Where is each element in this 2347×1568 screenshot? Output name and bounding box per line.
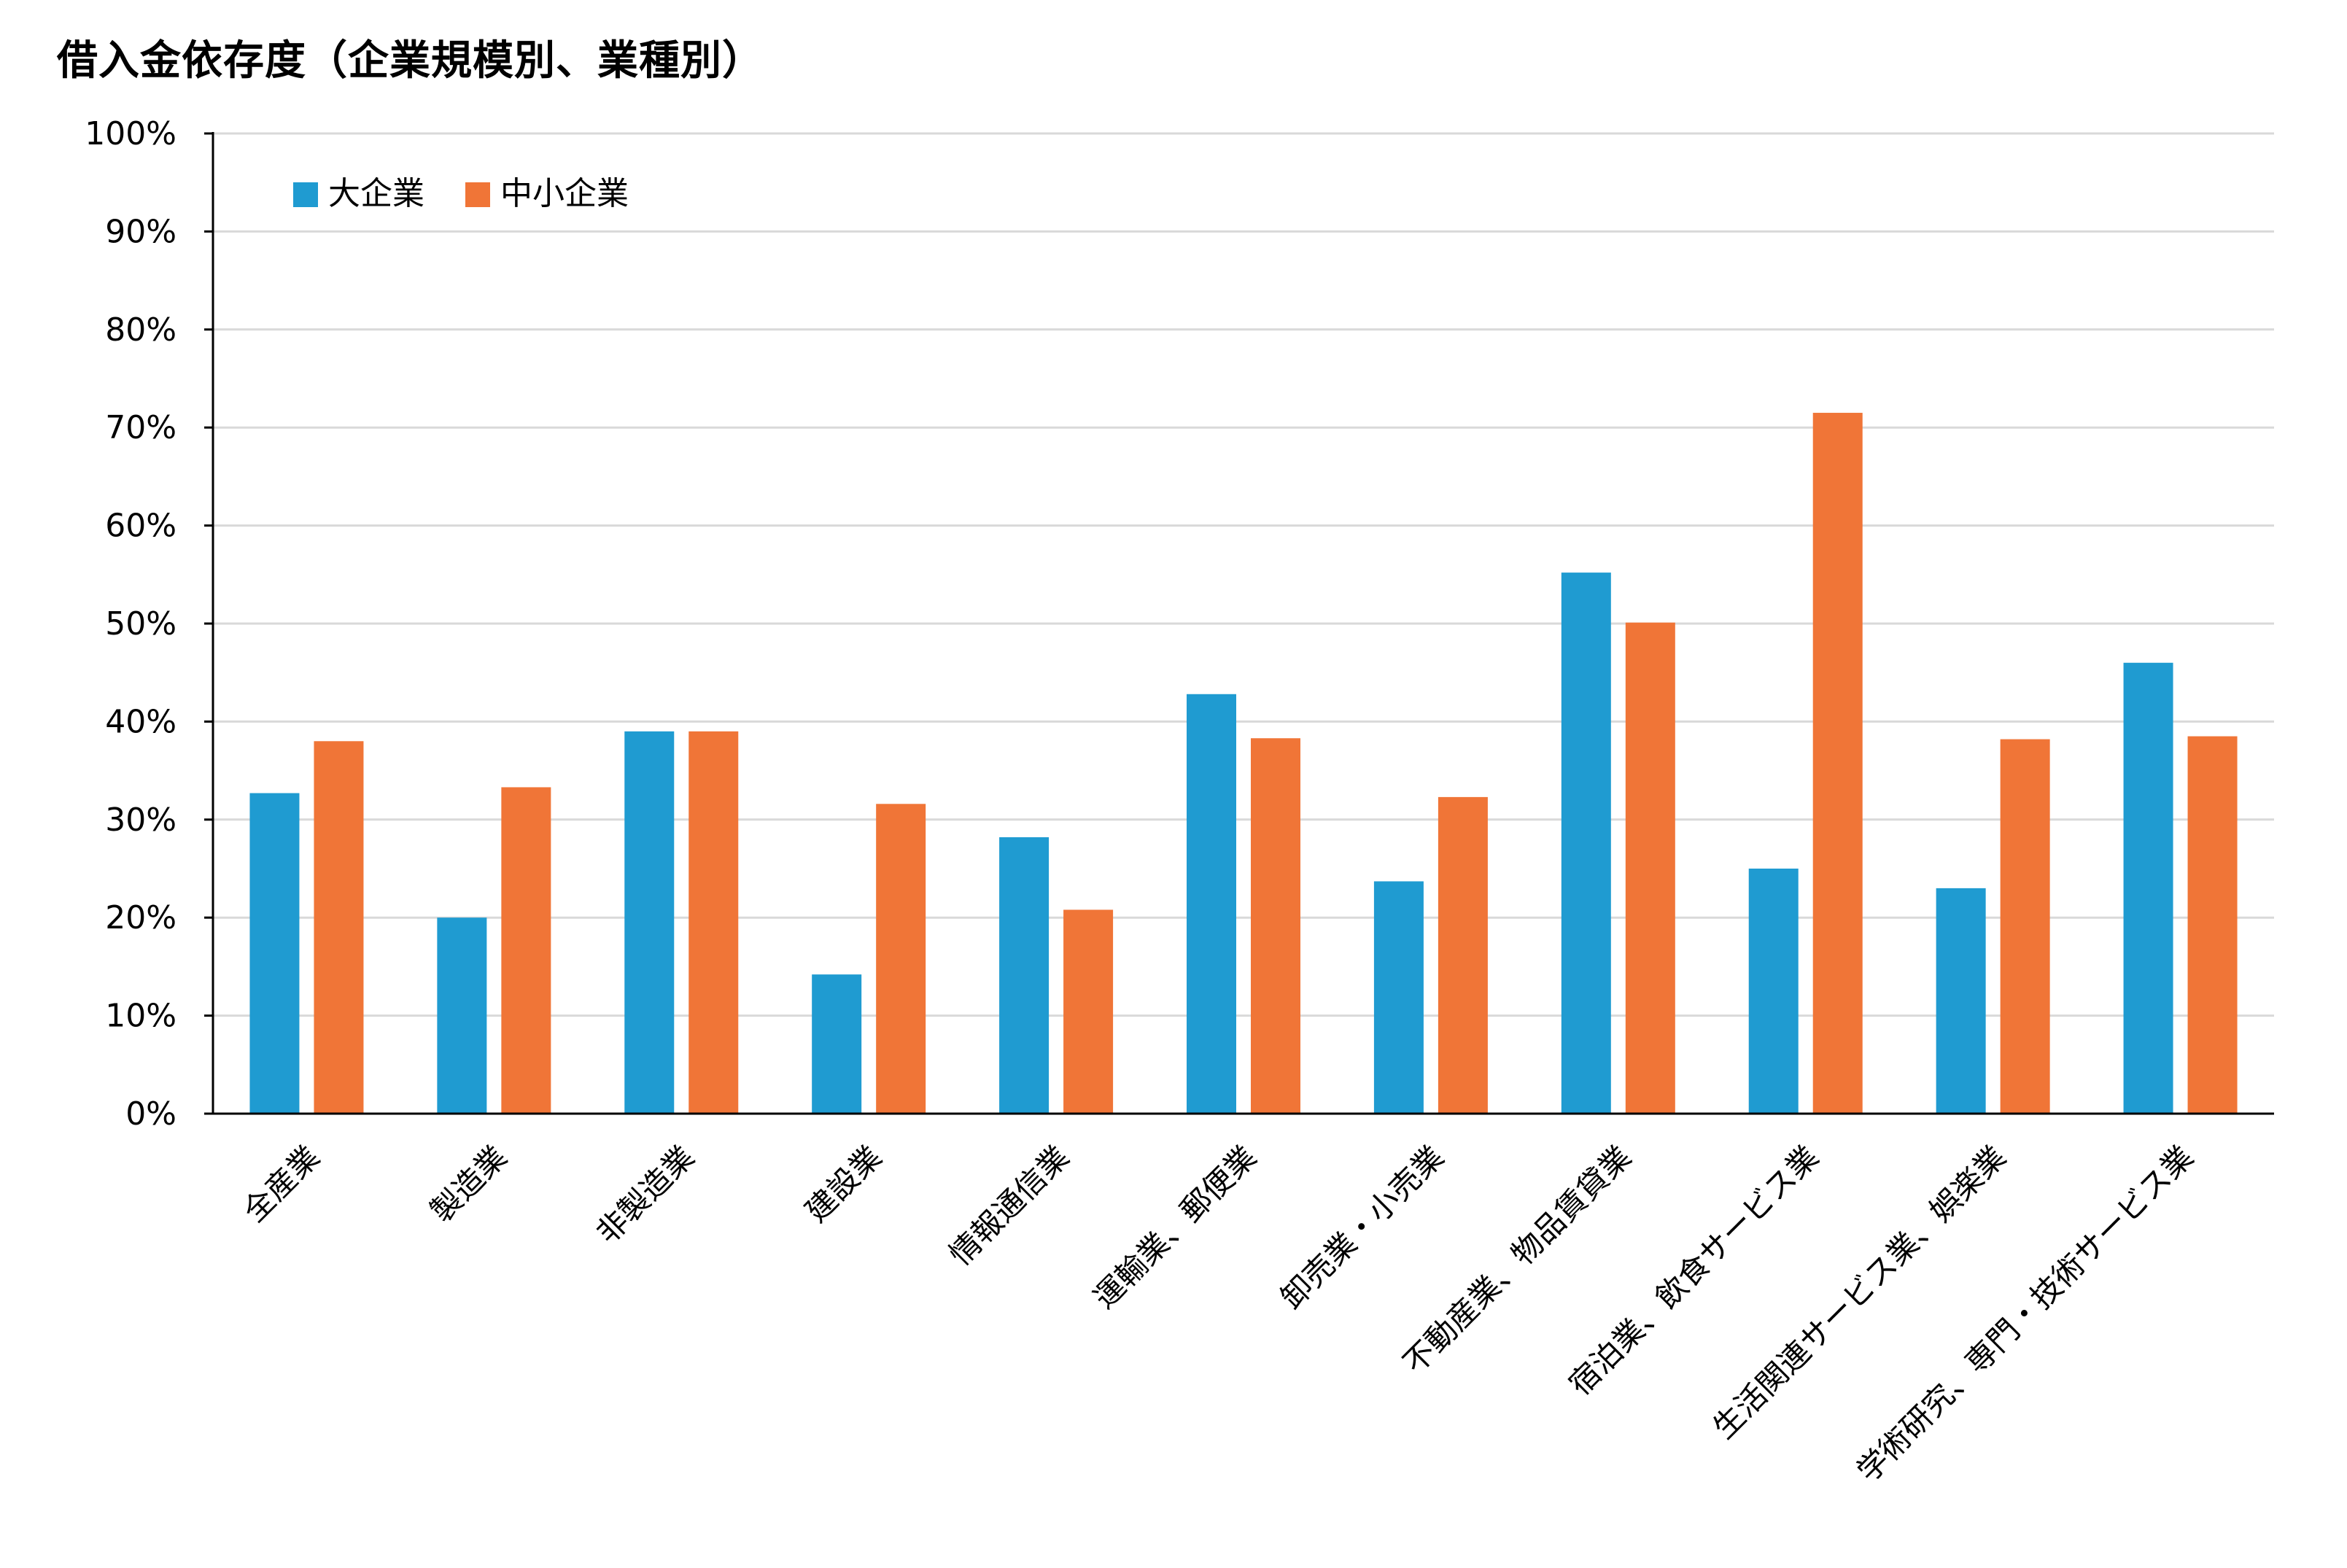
- bar-large-enterprise: 大企業 全産業 32.7%: [249, 793, 300, 1114]
- bar-large-enterprise: 大企業 製造業 20%: [437, 917, 487, 1114]
- legend-label: 中小企業: [500, 175, 629, 212]
- bar-large-enterprise: 大企業 情報通信業 28.2%: [999, 837, 1050, 1114]
- legend-swatch: [293, 182, 318, 207]
- bar-sme: 中小企業 非製造業 39%: [688, 731, 739, 1114]
- x-tick-label: 非製造業: [589, 1138, 701, 1250]
- y-tick-label: 70%: [105, 409, 176, 446]
- y-tick-label: 30%: [105, 802, 176, 839]
- legend-swatch: [465, 182, 490, 207]
- y-tick-label: 60%: [105, 508, 176, 545]
- x-tick-label: 製造業: [424, 1138, 514, 1229]
- bar-large-enterprise: 大企業 非製造業 39%: [624, 731, 675, 1114]
- bar-sme: 中小企業 不動産業、物品賃貸業 50.1%: [1625, 622, 1675, 1114]
- bar-sme: 中小企業 学術研究、専門・技術サービス業 38.5%: [2187, 736, 2238, 1114]
- x-tick-label: 全産業: [236, 1138, 327, 1229]
- bar-sme: 中小企業 全産業 38%: [314, 741, 364, 1114]
- y-tick-label: 100%: [85, 115, 176, 152]
- y-tick-label: 80%: [105, 311, 176, 349]
- bar-large-enterprise: 大企業 卸売業・小売業 23.7%: [1373, 881, 1424, 1114]
- y-tick-label: 90%: [105, 213, 176, 250]
- bar-sme: 中小企業 運輸業、郵便業 38.3%: [1251, 738, 1300, 1114]
- bar-sme: 中小企業 建設業 31.6%: [876, 804, 926, 1114]
- x-tick-label: 情報通信業: [942, 1138, 1076, 1272]
- y-tick-label: 20%: [105, 899, 176, 936]
- bar-large-enterprise: 大企業 宿泊業、飲食サービス業 25%: [1748, 869, 1799, 1114]
- bar-large-enterprise: 大企業 運輸業、郵便業 42.8%: [1187, 694, 1236, 1114]
- bar-large-enterprise: 大企業 学術研究、専門・技術サービス業 46%: [2123, 662, 2173, 1114]
- chart-title: 借入金依存度（企業規模別、業種別）: [57, 37, 764, 85]
- x-tick-label: 卸売業・小売業: [1273, 1138, 1451, 1316]
- y-tick-label: 10%: [105, 998, 176, 1035]
- x-tick-label: 運輸業、郵便業: [1087, 1138, 1264, 1316]
- grid-lines: [213, 132, 2274, 1017]
- x-tick-label: 生活関連サービス業、娯楽業: [1706, 1138, 2013, 1445]
- x-axis-ticks: 全産業 製造業 非製造業 建設業 情報通信業 運輸業、郵便業 卸売業・小売業不動産業、物品賃…: [236, 1138, 2200, 1489]
- legend-label: 大企業: [328, 175, 424, 212]
- bar-large-enterprise: 大企業 不動産業、物品賃貸業 55.2%: [1561, 573, 1611, 1114]
- bar-sme: 中小企業 宿泊業、飲食サービス業 71.5%: [1812, 413, 1863, 1114]
- bar-large-enterprise: 大企業 建設業 14.2%: [812, 974, 862, 1114]
- bars: 大企業 全産業 32.7% 中小企業 全産業 38% 大企業 製造業 20% 中小企業…: [249, 413, 2238, 1114]
- bar-sme: 中小企業 生活関連サービス業、娯楽業 38.2%: [2000, 739, 2050, 1114]
- x-tick-label: 建設業: [798, 1138, 888, 1229]
- y-tick-label: 40%: [105, 703, 176, 740]
- axes: [204, 132, 2274, 1115]
- y-tick-label: 0%: [125, 1095, 176, 1133]
- bar-sme: 中小企業 卸売業・小売業 32.3%: [1438, 796, 1488, 1114]
- x-tick-label: 学術研究、専門・技術サービス業: [1850, 1138, 2200, 1489]
- y-axis-ticks: 0% 10% 20% 30% 40% 50% 60% 70% 80% 90% 100%: [85, 115, 176, 1133]
- bar-sme: 中小企業 情報通信業 20.8%: [1063, 909, 1114, 1114]
- y-tick-label: 50%: [105, 605, 176, 643]
- bar-sme: 中小企業 製造業 33.3%: [501, 787, 551, 1114]
- bar-large-enterprise: 大企業 生活関連サービス業、娯楽業 23%: [1936, 888, 1986, 1114]
- legend: 大企業 中小企業: [293, 175, 629, 212]
